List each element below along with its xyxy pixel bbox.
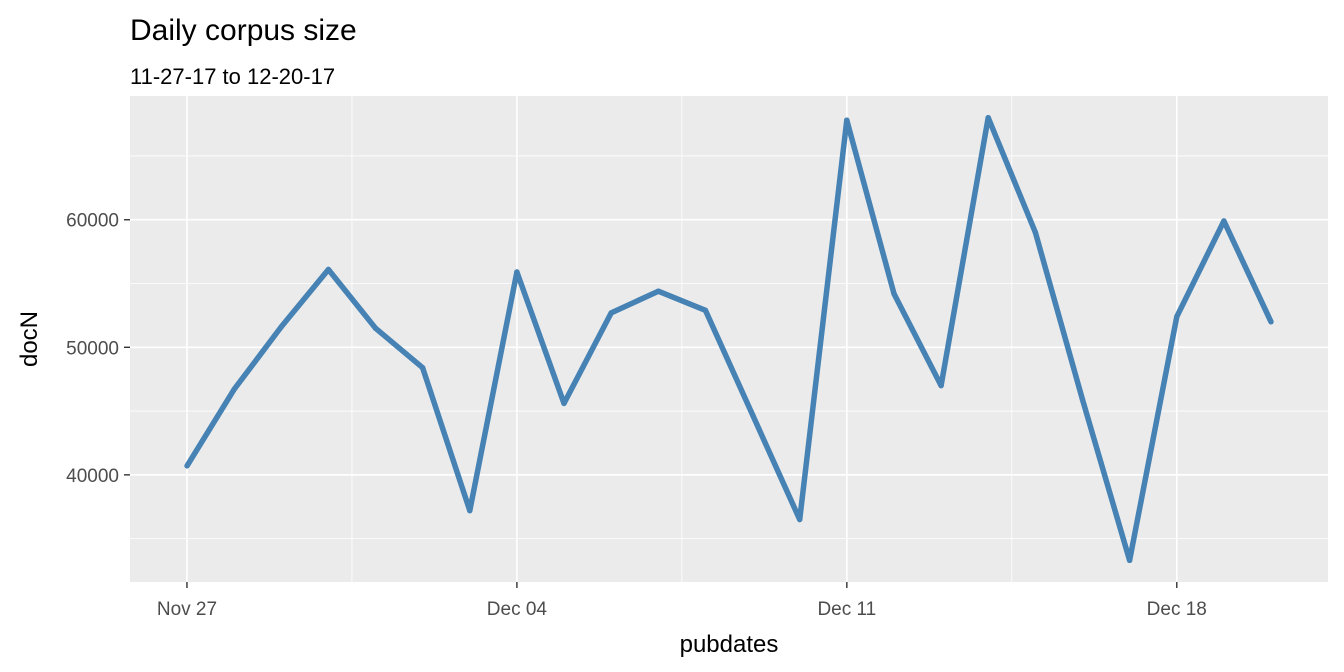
x-axis: Nov 27 Dec 04 Dec 11 Dec 18: [157, 582, 1207, 620]
data-point: [1268, 319, 1274, 325]
data-point: [844, 117, 850, 123]
data-point: [1126, 557, 1133, 563]
y-tick-label: 40000: [66, 466, 119, 487]
data-point: [1032, 229, 1039, 236]
data-point: [467, 507, 473, 514]
data-point: [655, 288, 661, 294]
data-point: [1174, 314, 1180, 320]
data-point: [702, 307, 709, 313]
data-point: [231, 386, 237, 393]
y-axis: 40000 50000 60000: [66, 211, 130, 487]
minor-gridlines: [130, 96, 1328, 582]
chart-subtitle: 11-27-17 to 12-20-17: [130, 64, 335, 89]
y-tick-label: 50000: [66, 338, 119, 359]
data-point: [561, 400, 567, 407]
series-layer: [184, 114, 1274, 564]
data-point: [891, 291, 897, 297]
x-tick-label: Dec 11: [817, 599, 876, 620]
x-tick-label: Dec 04: [487, 599, 548, 620]
y-tick-label: 60000: [66, 211, 119, 232]
data-point: [749, 412, 756, 418]
data-point: [184, 463, 190, 469]
x-tick-label: Dec 18: [1147, 599, 1207, 620]
data-point: [325, 266, 332, 273]
data-point: [797, 516, 803, 523]
data-point: [608, 310, 614, 316]
data-point: [419, 365, 426, 371]
data-point: [938, 382, 944, 389]
data-point: [278, 324, 284, 330]
data-point: [514, 269, 520, 275]
data-point: [372, 325, 379, 331]
series-line: [184, 114, 1274, 564]
major-gridlines: [130, 96, 1328, 582]
data-point: [1079, 396, 1086, 403]
data-point: [985, 115, 991, 121]
plot-panel: [130, 96, 1328, 582]
data-point: [1221, 218, 1227, 224]
x-tick-label: Nov 27: [157, 599, 217, 620]
chart-title: Daily corpus size: [130, 14, 357, 47]
y-axis-title: docN: [16, 311, 43, 367]
x-axis-title: pubdates: [680, 631, 779, 658]
